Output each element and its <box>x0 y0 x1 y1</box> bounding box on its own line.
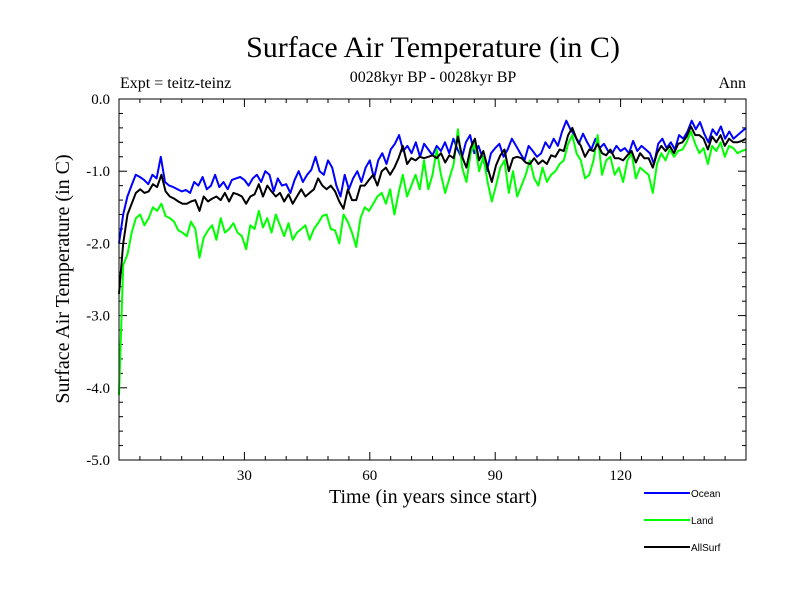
series-line-allsurf <box>118 125 747 294</box>
x-tick-label: 120 <box>609 468 632 484</box>
x-tick-label: 60 <box>362 468 377 484</box>
x-axis-label: Time (in years since start) <box>329 486 537 508</box>
legend: Ocean Land AllSurf <box>644 489 721 554</box>
x-tick-label: 30 <box>237 468 252 484</box>
y-tick-label: -5.0 <box>86 453 110 469</box>
chart-subtitle: 0028kyr BP - 0028kyr BP <box>350 69 517 86</box>
legend-label-allsurf: AllSurf <box>691 543 721 554</box>
series-line-land <box>118 128 747 396</box>
plot-frame <box>118 98 747 461</box>
x-tick-label: 90 <box>488 468 503 484</box>
experiment-label: Expt = teitz-teinz <box>120 75 231 92</box>
y-tick-label: -1.0 <box>86 164 110 180</box>
axis-ticks <box>119 98 746 461</box>
axis-tick-labels: 30 60 90 120 0.0 -1.0 -2.0 -3.0 -4.0 -5.0 <box>86 92 632 484</box>
y-tick-label: -3.0 <box>86 309 110 325</box>
legend-label-land: Land <box>691 516 713 527</box>
series-lines <box>118 119 747 396</box>
chart-title: Surface Air Temperature (in C) <box>246 31 620 64</box>
y-tick-label: -4.0 <box>86 381 110 397</box>
y-axis-label: Surface Air Temperature (in C) <box>52 154 74 403</box>
y-tick-label: 0.0 <box>91 92 110 108</box>
season-label: Ann <box>718 75 746 92</box>
legend-label-ocean: Ocean <box>691 489 720 500</box>
y-tick-label: -2.0 <box>86 236 110 252</box>
